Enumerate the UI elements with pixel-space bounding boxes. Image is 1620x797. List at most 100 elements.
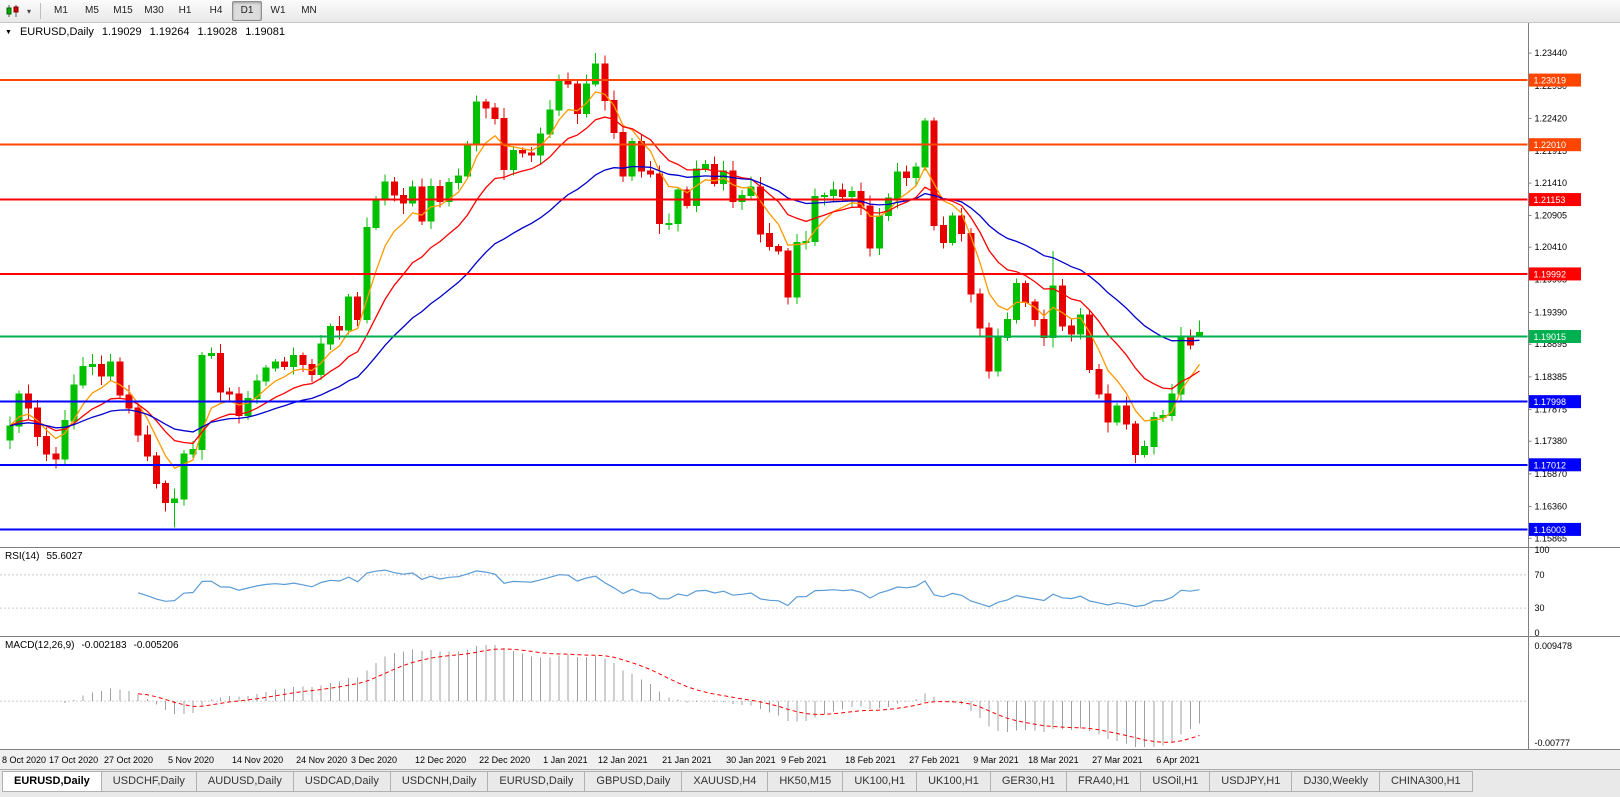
x-axis-label: 27 Oct 2020 [104,755,153,765]
macd-histogram [64,645,1200,747]
chart-tab-audusd-daily[interactable]: AUDUSD,Daily [196,771,294,792]
rsi-axis-label: 100 [1535,545,1550,555]
x-axis-label: 6 Apr 2021 [1156,755,1200,765]
x-axis-label: 9 Mar 2021 [973,755,1019,765]
chart-tabs-bar: EURUSD,Daily USDCHF,Daily AUDUSD,Daily USDC… [0,769,1620,797]
timeframe-button-d1[interactable]: D1 [232,1,262,21]
chart-type-dropdown-icon[interactable]: ▾ [26,6,31,16]
y-axis-label: 1.16360 [1535,502,1568,512]
time-axis[interactable] [0,750,1620,769]
y-axis-label: 1.18385 [1535,372,1568,382]
horizontal-lines-layer [0,79,1528,531]
chart-symbol-period: EURUSD,Daily [19,26,94,38]
x-axis-label: 18 Mar 2021 [1028,755,1079,765]
x-axis-label: 1 Jan 2021 [543,755,588,765]
chart-tab-china300-h1[interactable]: CHINA300,H1 [1379,771,1473,792]
candlestick-glyph [6,5,19,17]
x-axis-label: 30 Jan 2021 [726,755,776,765]
timeframe-button-mn[interactable]: MN [301,5,317,16]
macd-header: MACD(12,26,9) -0.002183 -0.005206 [5,640,179,651]
macd-signal-line [138,648,1200,743]
timeframe-button-h4[interactable]: H4 [209,5,223,16]
top-toolbar: ▾ M1 M5 M15 M30 H1 H4 D1 W1 MN [0,0,1620,23]
x-axis-label: 3 Dec 2020 [351,755,397,765]
macd-value: -0.002183 [81,640,127,651]
price-flag-label: 1.23019 [1534,76,1567,86]
x-axis-label: 8 Oct 2020 [2,755,46,765]
x-axis-label: 24 Nov 2020 [296,755,347,765]
ma-line-slow [9,165,1200,433]
y-axis-label: 1.23440 [1535,48,1568,58]
price-flag-1.21153 [1529,193,1581,207]
ma-line-fast [9,91,1201,470]
rsi-axis-label: 0 [1535,628,1540,638]
chart-canvas: 1.234401.229301.224201.219151.214101.209… [0,23,1620,769]
x-axis-label: 12 Dec 2020 [415,755,466,765]
rsi-line [137,569,1200,608]
price-flag-1.19015 [1529,330,1581,344]
x-axis-label: 21 Jan 2021 [662,755,712,765]
rsi-header: RSI(14) 55.6027 [5,551,83,562]
price-axis[interactable]: 1.234401.229301.224201.219151.214101.209… [1528,23,1582,749]
timeframe-button-m5[interactable]: M5 [85,5,99,16]
chart-type-icon[interactable] [3,1,23,21]
chart-tab-uk100-h1[interactable]: UK100,H1 [843,771,918,792]
chart-tab-eurusd-daily[interactable]: EURUSD,Daily [488,771,586,792]
price-flag-1.16003 [1529,522,1581,536]
timeframe-button-h1[interactable]: H1 [178,5,192,16]
y-axis-label: 1.21410 [1535,178,1568,188]
price-flag-label: 1.19015 [1534,332,1567,342]
y-axis-label: 1.17875 [1535,405,1568,415]
chart-tab-usoil-h1[interactable]: USOil,H1 [1141,771,1211,792]
macd-axis-label-bottom: -0.00777 [1535,738,1571,748]
price-flag-label: 1.17012 [1534,460,1567,470]
rsi-axis-label: 70 [1535,570,1545,580]
chart-ohlc-header: ▼ EURUSD,Daily 1.19029 1.19264 1.19028 1… [5,26,285,38]
chart-tab-fra40-h1[interactable]: FRA40,H1 [1067,771,1142,792]
y-axis-label: 1.18895 [1535,339,1568,349]
chart-tab-eurusd-daily[interactable]: EURUSD,Daily [2,771,102,792]
price-flag-label: 1.22010 [1534,140,1567,150]
rsi-axis-label: 30 [1535,603,1545,613]
chart-tab-dj30-weekly[interactable]: DJ30,Weekly [1292,771,1380,792]
chart-tab-usdcad-daily[interactable]: USDCAD,Daily [293,771,391,792]
price-flag-1.17998 [1529,395,1581,409]
toolbar-separator [40,3,41,19]
y-axis-label: 1.20410 [1535,242,1568,252]
x-axis-label: 17 Oct 2020 [49,755,98,765]
macd-label: MACD(12,26,9) [5,640,75,651]
timeframe-toolbar: M1 M5 M15 M30 H1 H4 D1 W1 MN [46,1,324,21]
chart-tab-hk50-m15[interactable]: HK50,M15 [768,771,844,792]
price-flag-1.22010 [1529,138,1581,152]
x-axis-label: 9 Feb 2021 [781,755,827,765]
ohlc-close: 1.19081 [245,26,285,38]
macd-signal-value: -0.005206 [133,640,179,651]
timeframe-button-m1[interactable]: M1 [54,5,68,16]
y-axis-label: 1.19390 [1535,307,1568,317]
chart-tab-uk100-h1[interactable]: UK100,H1 [917,771,991,792]
rsi-value: 55.6027 [46,551,83,562]
timeframe-button-m15[interactable]: M15 [113,5,133,16]
chart-tab-usdcnh-daily[interactable]: USDCNH,Daily [390,771,489,792]
chart-tab-xauusd-h4[interactable]: XAUUSD,H4 [682,771,769,792]
timeframe-button-w1[interactable]: W1 [270,5,286,16]
price-flag-label: 1.21153 [1534,195,1566,205]
x-axis-label: 18 Feb 2021 [845,755,896,765]
chart-tab-usdjpy-h1[interactable]: USDJPY,H1 [1210,771,1293,792]
main-plot-area[interactable] [0,23,1528,546]
ohlc-low: 1.19028 [197,26,238,38]
y-axis-label: 1.16870 [1535,469,1568,479]
y-axis-label: 1.15865 [1535,533,1568,543]
timeframe-button-m30[interactable]: M30 [144,5,164,16]
price-flag-1.23019 [1529,73,1581,87]
chart-tab-ger30-h1[interactable]: GER30,H1 [990,771,1068,792]
x-axis-label: 14 Nov 2020 [232,755,283,765]
x-axis-label: 22 Dec 2020 [479,755,530,765]
chart-menu-icon[interactable]: ▼ [5,28,12,36]
y-axis-label: 1.17380 [1535,436,1568,446]
x-axis-label: 5 Nov 2020 [168,755,214,765]
ohlc-open: 1.19029 [101,26,142,38]
chart-tab-gbpusd-daily[interactable]: GBPUSD,Daily [585,771,683,792]
chart-tab-usdchf-daily[interactable]: USDCHF,Daily [101,771,197,792]
